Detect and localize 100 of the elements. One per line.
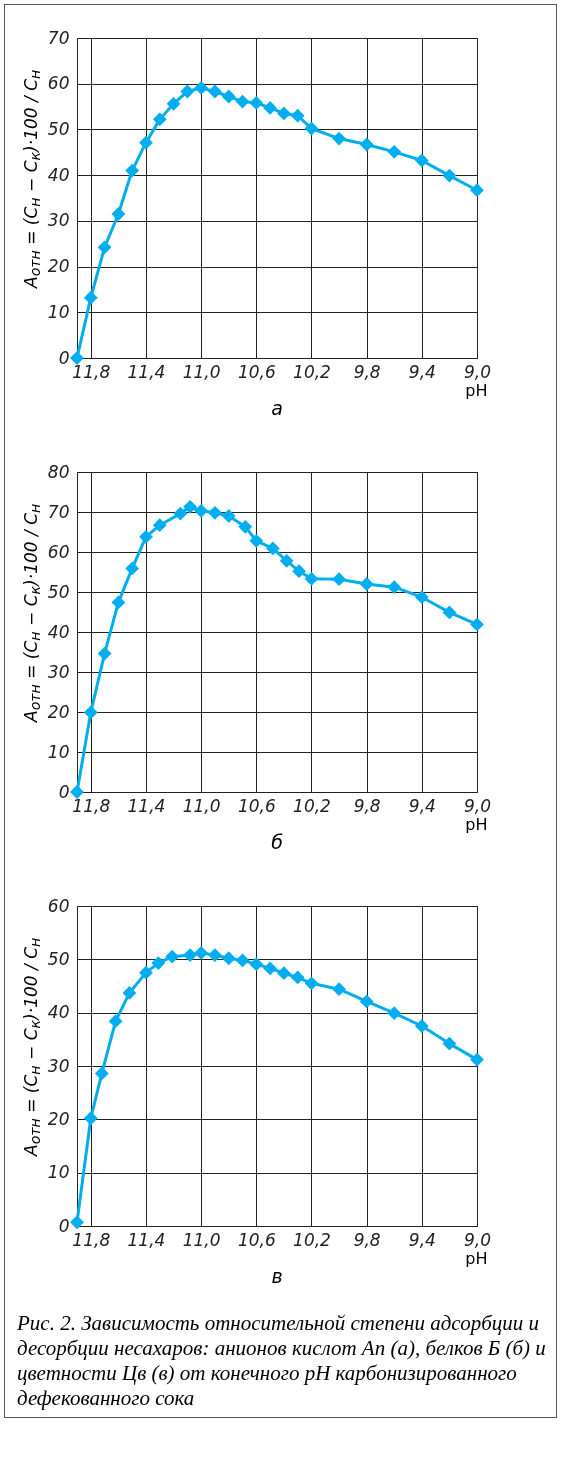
y-tick-label: 30 <box>48 1055 70 1076</box>
x-tick-label: 11,0 <box>183 795 221 816</box>
x-axis-title: pH <box>465 814 488 834</box>
point <box>360 994 374 1009</box>
x-tick-label: 9,4 <box>409 1229 437 1250</box>
y-tick-label: 30 <box>48 661 70 682</box>
x-axis-title: pH <box>465 1248 488 1268</box>
point <box>95 1066 110 1081</box>
y-tick-label: 40 <box>48 164 70 185</box>
point <box>332 572 347 587</box>
y-tick-label: 60 <box>48 541 70 562</box>
x-tick-label: 10,6 <box>238 361 277 382</box>
y-tick-label: 50 <box>48 118 70 139</box>
x-tick-label: 9,0 <box>464 1229 492 1250</box>
y-tick-label: 20 <box>48 701 70 722</box>
x-tick-label: 11,8 <box>72 795 111 816</box>
x-tick-label: 10,6 <box>238 1229 277 1250</box>
point <box>70 1215 85 1230</box>
x-tick-label: 10,2 <box>293 795 332 816</box>
x-tick-label: 9,0 <box>464 795 492 816</box>
point <box>153 518 168 533</box>
point <box>98 646 112 661</box>
point <box>280 553 294 568</box>
point <box>442 1036 457 1051</box>
point <box>222 951 237 966</box>
x-tick-label: 9,8 <box>354 795 382 816</box>
y-tick-label: 10 <box>48 301 70 322</box>
y-tick-label: 30 <box>48 210 70 231</box>
x-tick-label: 11,4 <box>127 795 166 816</box>
x-tick-label: 11,8 <box>72 361 111 382</box>
point <box>415 1019 430 1033</box>
y-tick-label: 70 <box>48 501 70 522</box>
point <box>151 956 166 970</box>
point <box>263 101 278 115</box>
y-tick-label: 20 <box>48 256 70 277</box>
point <box>266 541 281 556</box>
point <box>125 163 140 178</box>
point <box>415 153 430 168</box>
point <box>470 617 485 632</box>
point <box>111 595 126 610</box>
point <box>360 577 374 591</box>
point <box>277 106 292 121</box>
point <box>194 946 209 960</box>
x-tick-label: 11,4 <box>127 361 166 382</box>
point <box>180 84 195 99</box>
point <box>249 96 264 110</box>
point <box>236 953 250 968</box>
point <box>139 135 154 150</box>
text: а <box>271 397 284 419</box>
point <box>332 131 347 146</box>
point <box>387 580 402 595</box>
point <box>249 533 264 548</box>
point <box>208 84 223 99</box>
text: Рис. 2. Зависимость относительной степени адсорбции и десорбции несахаров: анионов кислот Аn (а), белков Б (б) и цветности Цв (в) от конечного pH карбонизированного дефекованного сока <box>16 1310 547 1412</box>
x-tick-label: 10,6 <box>238 795 277 816</box>
y-tick-label: 10 <box>48 1162 70 1183</box>
point <box>291 970 305 985</box>
point <box>84 1111 99 1126</box>
point <box>277 966 292 981</box>
point <box>360 137 374 152</box>
point <box>387 144 402 159</box>
point <box>153 112 168 127</box>
point <box>291 108 305 123</box>
x-tick-label: 9,0 <box>464 361 492 382</box>
point <box>122 986 137 1000</box>
point <box>415 590 430 605</box>
point <box>292 564 307 579</box>
point <box>183 948 198 962</box>
y-tick-label: 60 <box>48 895 70 916</box>
point <box>109 1014 123 1029</box>
point <box>125 561 140 576</box>
x-tick-label: 11,4 <box>127 1229 166 1250</box>
point <box>238 519 253 534</box>
point <box>208 505 223 520</box>
point <box>167 96 181 111</box>
y-tick-label: 0 <box>59 347 70 368</box>
point <box>84 705 99 720</box>
y-tick-label: 0 <box>59 1215 70 1236</box>
point <box>332 982 347 997</box>
y-tick-label: 0 <box>59 781 70 802</box>
y-tick-label: 40 <box>48 1002 70 1023</box>
point <box>222 509 237 523</box>
point <box>263 961 278 976</box>
text: в <box>271 1265 283 1287</box>
x-tick-label: 11,0 <box>183 361 221 382</box>
x-tick-label: 10,2 <box>293 361 332 382</box>
point <box>111 207 126 221</box>
point <box>84 290 99 305</box>
point <box>139 965 154 980</box>
point <box>304 571 319 586</box>
y-tick-label: 10 <box>48 741 70 762</box>
y-tick-label: 50 <box>48 948 70 969</box>
x-tick-label: 9,4 <box>409 795 437 816</box>
x-tick-label: 11,8 <box>72 1229 111 1250</box>
x-tick-label: 9,4 <box>409 361 437 382</box>
point <box>249 957 264 972</box>
x-axis-title: pH <box>465 380 488 400</box>
text: б <box>271 831 284 853</box>
point <box>194 80 209 95</box>
x-tick-label: 10,2 <box>293 1229 332 1250</box>
